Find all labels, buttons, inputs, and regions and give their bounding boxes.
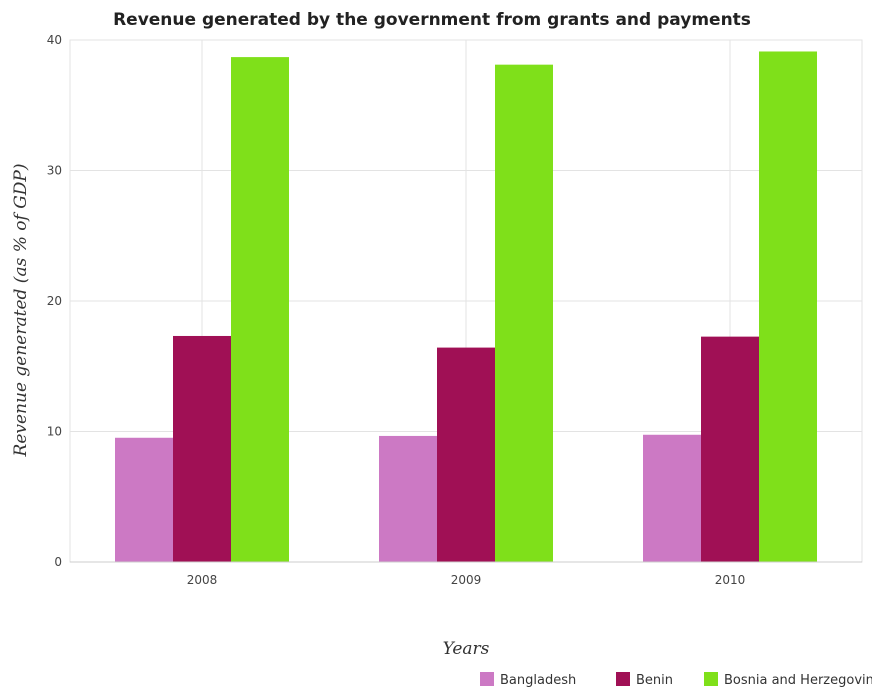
bar-benin-2008 [173, 335, 231, 562]
bar-benin-2009 [437, 347, 495, 562]
x-tick-label: 2008 [187, 573, 218, 587]
axes: 0 10 20 30 40 2008 2009 2010 [47, 33, 862, 587]
legend-swatch [480, 672, 494, 686]
bars [115, 51, 817, 563]
legend-label: Bosnia and Herzegovina [724, 673, 872, 688]
legend-swatch [704, 672, 718, 686]
chart-title: Revenue generated by the government from… [113, 10, 751, 30]
y-tick-label: 30 [47, 164, 62, 178]
y-tick-label: 20 [47, 294, 62, 308]
y-tick-label: 40 [47, 33, 62, 47]
legend-swatch [616, 672, 630, 686]
bar-benin-2010 [701, 336, 759, 562]
y-tick-label: 10 [47, 425, 62, 439]
bar-bangladesh-2009 [379, 435, 437, 562]
y-axis-label: Revenue generated (as % of GDP) [11, 164, 31, 458]
x-tick-label: 2009 [451, 573, 482, 587]
x-axis-label: Years [443, 639, 490, 659]
legend-label: Bangladesh [500, 673, 576, 688]
bar-bosnia-and-herzegovina-2009 [495, 64, 553, 563]
bar-bosnia-and-herzegovina-2008 [231, 57, 289, 563]
bar-bangladesh-2010 [643, 434, 701, 562]
legend: Bangladesh Benin Bosnia and Herzegovina [480, 672, 872, 688]
bar-bosnia-and-herzegovina-2010 [759, 51, 817, 562]
x-tick-label: 2010 [715, 573, 746, 587]
legend-label: Benin [636, 673, 673, 688]
bar-bangladesh-2008 [115, 437, 173, 562]
y-tick-label: 0 [54, 555, 62, 569]
